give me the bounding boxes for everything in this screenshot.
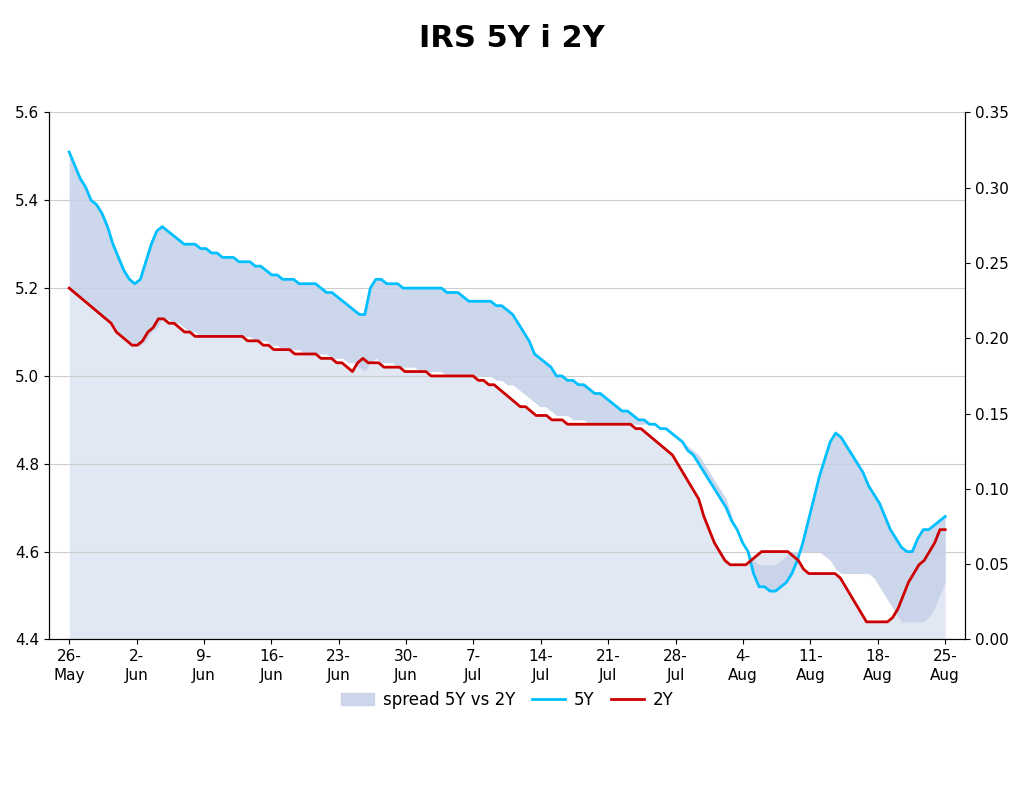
2Y: [561, 419, 573, 429]
Line: 2Y: 2Y: [70, 288, 945, 622]
5Y: [386, 279, 398, 289]
5Y: [901, 547, 913, 556]
2Y: [220, 331, 232, 341]
2Y: [578, 419, 590, 429]
2Y: [362, 358, 375, 368]
5Y: [764, 586, 776, 596]
5Y: [939, 512, 951, 521]
Legend: spread 5Y vs 2Y, 5Y, 2Y: spread 5Y vs 2Y, 5Y, 2Y: [335, 684, 680, 715]
Text: IRS 5Y i 2Y: IRS 5Y i 2Y: [419, 24, 605, 53]
2Y: [939, 525, 951, 535]
5Y: [63, 147, 76, 157]
5Y: [304, 279, 316, 289]
5Y: [797, 538, 809, 547]
5Y: [353, 310, 366, 320]
2Y: [761, 547, 773, 556]
2Y: [63, 283, 76, 293]
5Y: [841, 441, 853, 451]
2Y: [314, 354, 327, 363]
Line: 5Y: 5Y: [70, 152, 945, 591]
2Y: [860, 617, 872, 626]
